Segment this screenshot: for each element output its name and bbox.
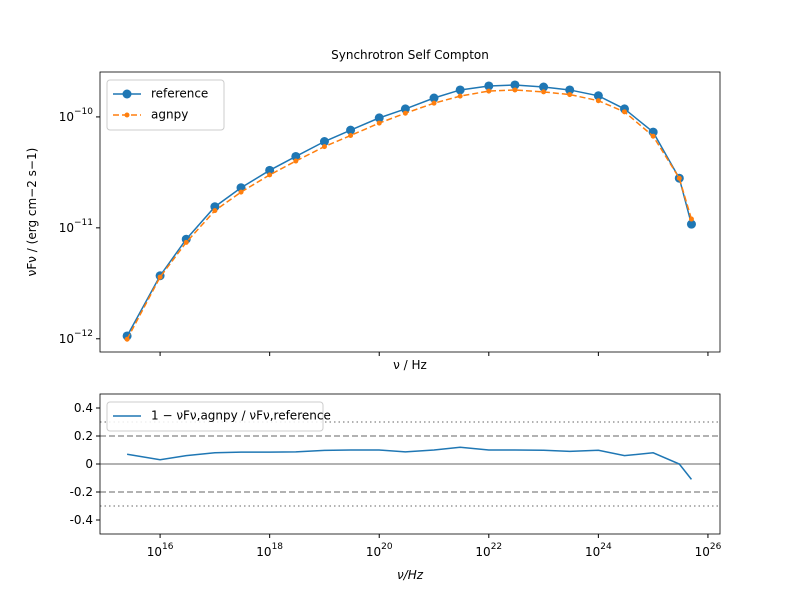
series-line — [126, 89, 693, 340]
axes-frame — [99, 71, 721, 353]
data-point — [319, 137, 329, 147]
data-point — [431, 100, 437, 106]
y-tick-label: 10−12 — [59, 328, 93, 345]
data-point — [376, 120, 382, 126]
data-point — [457, 93, 463, 99]
panel: ν/Hz 1 − νFν,agnpy / νFν,reference — [96, 393, 721, 582]
y-tick-label-text: 0 — [85, 457, 93, 471]
y-tick-label: 0.4 — [74, 401, 93, 415]
x-axis-label: ν/Hz — [397, 568, 424, 582]
y-axis-label: νFν / (erg cm−2 s−1) — [25, 148, 39, 277]
x-axis-label: ν / Hz — [393, 358, 427, 372]
x-tick-label-exponent: 16 — [162, 542, 174, 552]
data-point — [622, 109, 628, 115]
data-point — [484, 81, 494, 91]
y-tick-label: -0.4 — [70, 513, 93, 527]
legend-marker — [124, 112, 130, 118]
data-point — [567, 92, 573, 98]
x-tick-label-exponent: 24 — [600, 542, 612, 552]
legend-box — [106, 79, 225, 131]
y-tick-label: 0 — [85, 457, 93, 471]
data-point — [374, 113, 384, 123]
data-point — [541, 89, 547, 95]
x-tick-label: 1018 — [256, 542, 283, 559]
data-point — [210, 202, 220, 212]
data-point — [686, 219, 696, 229]
x-tick-label-base: 10 — [695, 545, 710, 559]
data-point — [212, 208, 218, 214]
data-point — [267, 172, 273, 178]
y-tick-label-exponent: −10 — [74, 106, 93, 116]
y-tick-label-text: -0.2 — [70, 485, 93, 499]
data-point — [539, 82, 549, 92]
y-tick-label-text: 0.4 — [74, 401, 93, 415]
legend-label: 1 − νFν,agnpy / νFν,reference — [151, 409, 331, 423]
data-point — [486, 88, 492, 94]
data-point — [238, 189, 244, 195]
data-point — [157, 274, 163, 280]
data-point — [429, 93, 439, 103]
y-tick-label: 10−10 — [59, 106, 94, 123]
panel: Synchrotron Self Compton ν / Hz νFν / (erg… — [25, 48, 721, 372]
x-tick-label-exponent: 20 — [381, 542, 393, 552]
y-tick-label-base: 10 — [59, 220, 74, 234]
legend-marker — [122, 89, 132, 99]
data-point — [402, 110, 408, 116]
data-point — [455, 85, 465, 95]
x-tick-label-exponent: 22 — [491, 542, 502, 552]
data-point — [512, 87, 518, 93]
x-tick-label-exponent: 26 — [710, 542, 722, 552]
x-tick-label-base: 10 — [366, 545, 381, 559]
data-point — [565, 85, 575, 95]
y-tick-label-exponent: −12 — [74, 328, 93, 338]
data-point — [183, 239, 189, 245]
y-tick-label-text: 0.2 — [74, 429, 93, 443]
x-tick-label: 1020 — [366, 542, 393, 559]
y-tick-label-text: -0.4 — [70, 513, 93, 527]
data-point — [346, 125, 356, 135]
data-point — [400, 104, 410, 114]
data-point — [510, 80, 520, 90]
x-tick-label: 1026 — [695, 542, 722, 559]
x-tick-label-base: 10 — [475, 545, 490, 559]
x-tick-label-base: 10 — [147, 545, 162, 559]
data-point — [293, 158, 299, 164]
data-point — [124, 336, 130, 342]
x-tick-label: 1022 — [475, 542, 502, 559]
y-tick-label: 10−11 — [59, 217, 93, 234]
data-point — [595, 98, 601, 104]
y-tick-label-base: 10 — [59, 331, 74, 345]
axes-frame — [99, 393, 721, 535]
series-line — [126, 446, 693, 480]
legend-label: agnpy — [151, 108, 188, 122]
data-point — [688, 216, 694, 222]
x-tick-label-base: 10 — [256, 545, 271, 559]
data-point — [593, 91, 603, 101]
data-point — [348, 132, 354, 138]
legend-box — [106, 401, 324, 432]
y-tick-label-base: 10 — [59, 109, 74, 123]
y-tick-label: -0.2 — [70, 485, 93, 499]
chart-title: Synchrotron Self Compton — [331, 48, 489, 62]
x-tick-label-base: 10 — [585, 545, 600, 559]
data-point — [650, 133, 656, 139]
legend-label: reference — [151, 87, 208, 101]
data-point — [321, 144, 327, 150]
x-tick-label-exponent: 18 — [272, 542, 284, 552]
x-tick-label: 1024 — [585, 542, 612, 559]
y-tick-label-exponent: −11 — [74, 217, 93, 227]
data-point — [676, 175, 682, 181]
x-tick-label: 1016 — [147, 542, 174, 559]
data-point — [265, 165, 275, 175]
y-tick-label: 0.2 — [74, 429, 93, 443]
series-line — [126, 84, 693, 337]
data-point — [291, 151, 301, 161]
